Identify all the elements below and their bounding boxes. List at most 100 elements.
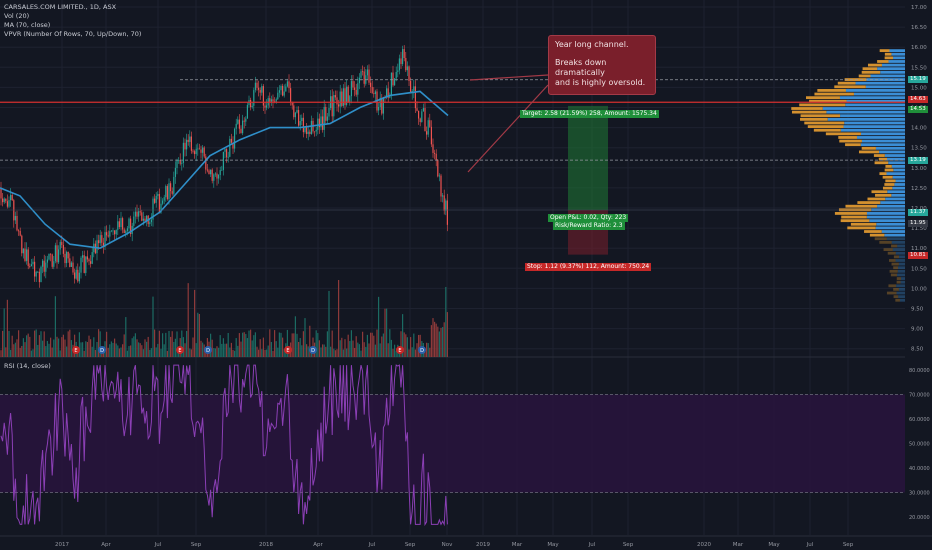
volume-bar <box>54 296 56 357</box>
candle-body <box>440 175 442 197</box>
volume-bar <box>141 345 143 357</box>
volume-bar <box>341 337 343 357</box>
vp-down-bar <box>871 190 888 194</box>
stop-label[interactable]: Stop: 1.12 (9.37%) 112, Amount: 750.24 <box>525 263 652 271</box>
legend-rsi: RSI (14, close) <box>4 362 51 370</box>
dividend-marker[interactable]: D <box>418 346 426 354</box>
volume-bar <box>333 348 335 357</box>
dividend-marker[interactable]: D <box>309 346 317 354</box>
candle-body <box>166 186 168 200</box>
volume-bar <box>50 337 52 357</box>
vp-up-bar <box>860 143 905 147</box>
dividend-marker[interactable]: D <box>204 346 212 354</box>
rsi-axis[interactable]: 80.0000 70.0000 60.0000 50.0000 40.0000 30.00… <box>906 358 932 535</box>
vp-up-bar <box>885 197 905 201</box>
vp-up-bar <box>877 67 905 71</box>
rsi-tick-label: 30.0000 <box>909 491 930 497</box>
volume-bars <box>0 280 448 357</box>
volume-bar <box>216 346 218 357</box>
candle-body <box>184 142 186 150</box>
volume-bar <box>8 330 10 357</box>
volume-bar <box>86 342 88 357</box>
annotation-callout[interactable]: Year long channel. Breaks down dramatica… <box>548 35 656 95</box>
candle-body <box>277 92 279 100</box>
earnings-marker[interactable]: E <box>396 346 404 354</box>
volume-bar <box>18 330 20 357</box>
candle-body <box>259 89 261 93</box>
drawn-lines[interactable] <box>0 74 905 211</box>
vp-up-bar <box>898 262 905 266</box>
open-pl-label[interactable]: Open P&L: 0.02, Qty: 223 <box>548 214 629 222</box>
earnings-marker[interactable]: E <box>72 346 80 354</box>
vp-up-bar <box>892 186 905 190</box>
marker-circle <box>309 346 317 354</box>
volume-bar <box>187 283 189 357</box>
volume-bar <box>219 335 221 357</box>
volume-bar <box>40 331 42 357</box>
volume-bar <box>243 332 245 357</box>
vp-down-bar <box>886 291 897 295</box>
vp-up-bar <box>845 103 905 107</box>
vp-down-bar <box>884 168 894 172</box>
candle-body <box>251 105 253 108</box>
candle-body <box>70 262 72 267</box>
volume-bar <box>66 346 68 357</box>
candle-body <box>253 90 255 106</box>
volume-bar <box>386 308 388 357</box>
vp-up-bar <box>840 114 905 118</box>
vp-down-bar <box>877 60 889 63</box>
volume-bar <box>259 339 261 357</box>
volume-bar <box>370 332 372 357</box>
time-axis[interactable]: 2017 Apr Jul Sep 2018 Apr Jul Sep Nov 2019 Mar May J… <box>0 535 932 550</box>
volume-bar <box>429 347 431 357</box>
vp-down-bar <box>857 201 881 204</box>
volume-bar <box>283 349 285 357</box>
volume-bar <box>123 334 125 357</box>
vp-up-bar <box>884 233 905 237</box>
candle-body <box>21 235 23 254</box>
volume-bar <box>426 342 428 357</box>
candle-body <box>226 149 228 158</box>
vp-down-bar <box>890 273 898 277</box>
earnings-marker[interactable]: E <box>176 346 184 354</box>
time-tick-label: 2017 <box>55 542 69 548</box>
volume-bar <box>19 347 21 357</box>
volume-bar <box>381 336 383 357</box>
vp-up-bar <box>897 244 905 248</box>
candle-body <box>78 272 80 282</box>
vp-up-bar <box>861 139 905 143</box>
candle-body <box>34 261 36 277</box>
candle-body <box>242 120 244 134</box>
time-tick-label: Jul <box>368 542 376 548</box>
candle-body <box>165 186 167 198</box>
vp-down-bar <box>896 280 901 284</box>
volume-bar <box>30 350 32 357</box>
vp-down-bar <box>850 222 877 226</box>
candle-body <box>373 93 375 95</box>
price-axis[interactable]: 17.0016.5016.0015.5015.0014.5014.0013.50… <box>906 0 932 357</box>
earnings-marker[interactable]: E <box>284 346 292 354</box>
volume-bar <box>365 346 367 357</box>
vp-down-bar <box>840 219 870 223</box>
vp-up-bar <box>844 121 905 125</box>
candle-body <box>154 198 156 203</box>
candle-body <box>264 105 266 108</box>
volume-bar <box>378 296 380 357</box>
risk-reward-label[interactable]: Risk/Reward Ratio: 2.3 <box>553 222 625 230</box>
volume-bar <box>355 336 357 357</box>
candle-body <box>301 117 303 122</box>
candle-body <box>37 271 39 273</box>
volume-bar <box>416 343 418 357</box>
dividend-marker[interactable]: D <box>98 346 106 354</box>
volume-bar <box>6 299 8 357</box>
time-tick-label: Jul <box>154 542 162 548</box>
volume-bar <box>269 329 271 357</box>
candle-body <box>160 203 162 213</box>
marker-circle <box>396 346 404 354</box>
volume-bar <box>181 330 183 357</box>
volume-bar <box>22 338 24 357</box>
volume-bar <box>154 329 156 357</box>
target-label[interactable]: Target: 2.58 (21.59%) 258, Amount: 1575.… <box>520 110 659 118</box>
